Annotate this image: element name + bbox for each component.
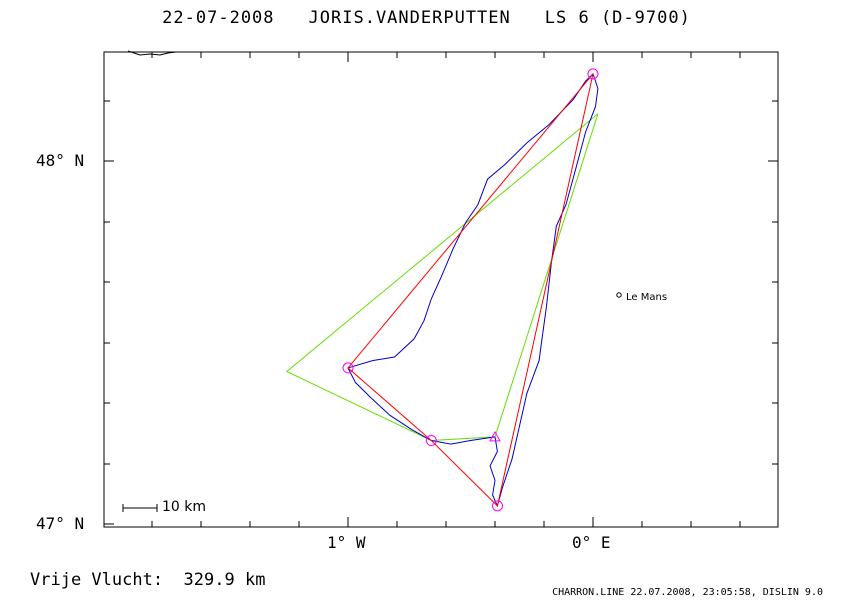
start-marker: [489, 430, 501, 442]
city-marker: [616, 292, 622, 298]
flight-title: 22-07-2008 JORIS.VANDERPUTTEN LS 6 (D-9700…: [0, 8, 853, 28]
turnpoint-circle-2: [425, 435, 437, 447]
turnpoint-circle-3: [491, 500, 503, 512]
turnpoint-markers: [342, 68, 599, 512]
free-flight-triangle: [285, 113, 599, 442]
glider-type: LS 6 (D-9700): [544, 8, 691, 28]
city-label: Le Mans: [626, 292, 668, 303]
lat-label-48: 48° N: [36, 151, 85, 170]
lon-label-0e: 0° E: [572, 533, 611, 552]
axis-ticks: [104, 52, 778, 527]
turnpoint-circle-0: [587, 68, 599, 80]
summary-distance: 329.9 km: [183, 570, 266, 590]
map-frame: [103, 51, 779, 528]
flight-track: [347, 72, 599, 508]
task-legs: [347, 73, 594, 507]
lon-label-1w: 1° W: [327, 533, 366, 552]
turnpoint-circle-1: [342, 362, 354, 374]
pilot-name: JORIS.VANDERPUTTEN: [308, 8, 511, 28]
free-flight-summary: Vrije Vlucht: 329.9 km: [30, 570, 265, 590]
flight-date: 22-07-2008: [162, 8, 275, 28]
scale-label: 10 km: [162, 499, 207, 515]
scale-bar: [122, 504, 158, 512]
lat-label-47: 47° N: [36, 514, 85, 533]
footer-info: CHARRON.LINE 22.07.2008, 23:05:58, DISLI…: [552, 587, 823, 598]
summary-label: Vrije Vlucht:: [30, 570, 164, 590]
coastline: [127, 50, 177, 56]
